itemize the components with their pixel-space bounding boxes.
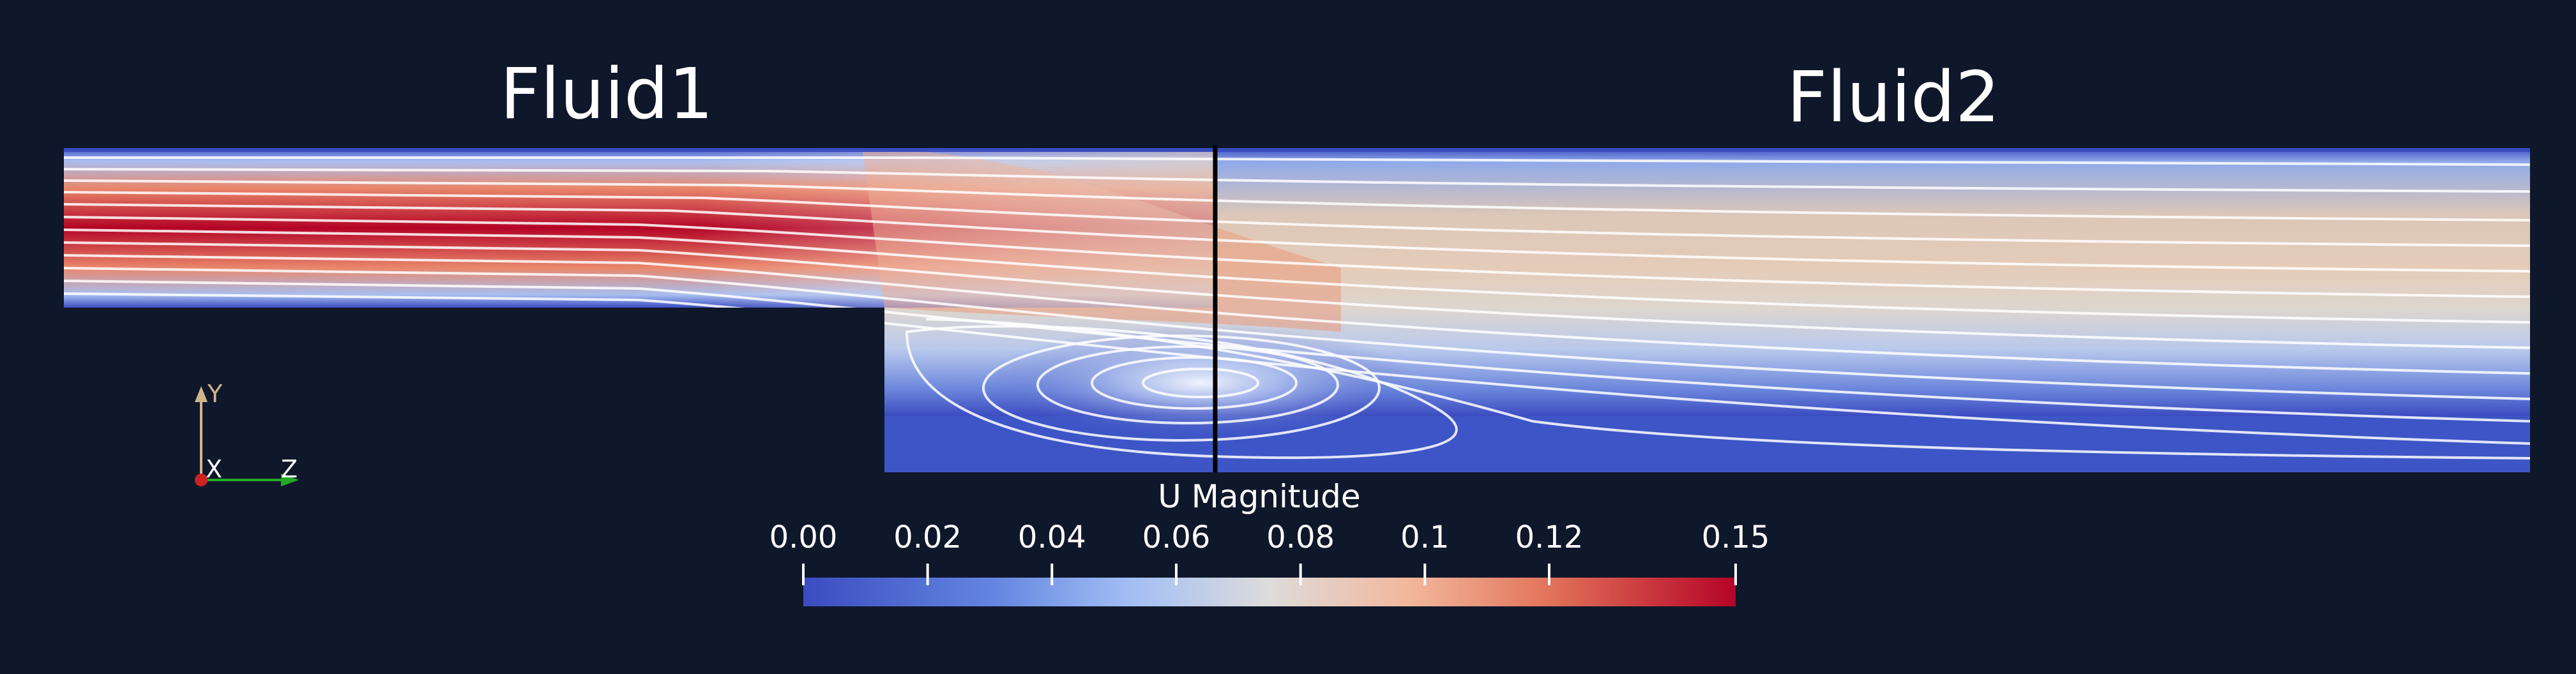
streamline — [64, 280, 2530, 423]
vortex-streamline — [982, 334, 1381, 442]
streamline — [64, 254, 2530, 375]
colorbar: U Magnitude 0.00 0.02 0.04 0.06 0.08 0.1 0.12 0… — [769, 478, 1770, 606]
vortex-streamline — [1036, 345, 1339, 424]
colorbar-tick-label: 0.00 — [769, 520, 838, 555]
streamline — [64, 216, 2530, 298]
colorbar-tick-label: 0.12 — [1515, 520, 1584, 555]
x-axis-dot — [195, 474, 208, 486]
flow-domain — [64, 148, 2530, 472]
streamline — [64, 203, 2530, 273]
colorbar-tick-label: 0.1 — [1400, 520, 1449, 555]
colorbar-gradient — [803, 578, 1736, 606]
fluid1-label: Fluid1 — [500, 53, 713, 135]
colorbar-tick-label: 0.08 — [1266, 520, 1335, 555]
y-axis-arrow — [195, 386, 208, 402]
streamline — [64, 168, 2530, 193]
vortex-streamline — [1142, 368, 1259, 398]
streamline — [64, 191, 2530, 247]
colorbar-tick-label: 0.06 — [1142, 520, 1211, 555]
z-axis-arrow — [281, 474, 299, 486]
colorbar-tick-label: 0.15 — [1702, 520, 1770, 555]
colorbar-tick-label: 0.02 — [893, 520, 962, 555]
colorbar-tick-label: 0.04 — [1018, 520, 1086, 555]
streamline — [64, 156, 2530, 166]
vortex-streamline — [1091, 356, 1298, 410]
fluid2-label: Fluid2 — [1787, 56, 2000, 138]
orientation-axes: Y X Z — [195, 380, 299, 486]
streamline — [64, 267, 2530, 400]
z-axis-label: Z — [281, 455, 298, 483]
x-axis-label: X — [206, 455, 222, 483]
y-axis-label: Y — [207, 380, 223, 408]
streamline — [64, 179, 2530, 221]
colorbar-title: U Magnitude — [1158, 478, 1360, 515]
streamline — [64, 241, 2530, 349]
colorbar-ticks: 0.00 0.02 0.04 0.06 0.08 0.1 0.12 0.15 — [769, 520, 1770, 585]
vortex-streamline — [905, 325, 1458, 460]
streamline — [64, 228, 2530, 324]
streamline — [925, 318, 2530, 460]
